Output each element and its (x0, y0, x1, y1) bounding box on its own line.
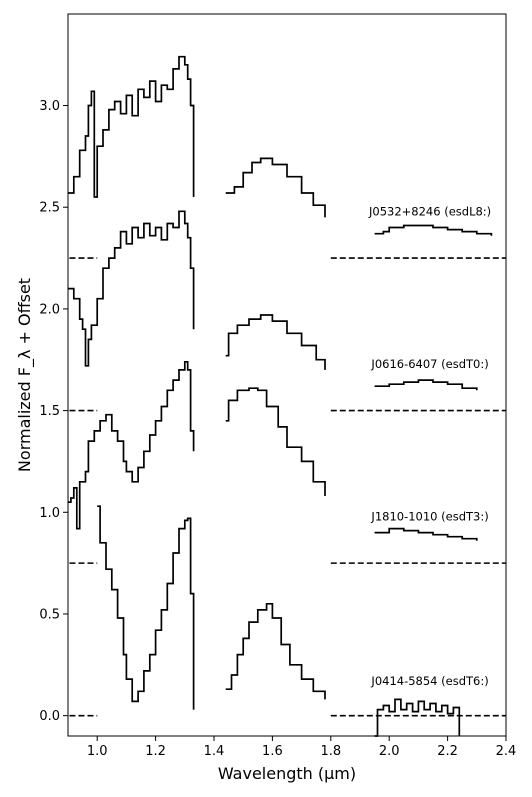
spectrum-line (68, 210, 478, 391)
spectra-lines (68, 55, 493, 737)
x-axis: 1.0 1.2 1.4 1.6 1.8 2.0 2.2 2.4 (87, 736, 516, 759)
y-tick-label: 2.0 (39, 302, 60, 317)
spectrum-label: J0414-5854 (esdT6:) (370, 674, 488, 688)
spectrum-label: J0532+8246 (esdL8:) (368, 204, 491, 218)
spectrum-labels: J0532+8246 (esdL8:) J0616-6407 (esdT0:) J1… (368, 204, 491, 688)
spectrum-line (68, 360, 478, 541)
y-tick-label: 1.0 (39, 506, 60, 521)
x-tick-label: 1.4 (204, 744, 225, 759)
spectrum-label: J1810-1010 (esdT3:) (370, 509, 488, 523)
y-tick-label: 3.0 (39, 99, 60, 114)
y-axis: 0.0 0.5 1.0 1.5 2.0 2.5 3.0 (39, 99, 68, 724)
y-tick-label: 0.0 (39, 709, 60, 724)
x-tick-label: 1.6 (262, 744, 283, 759)
x-tick-label: 1.2 (145, 744, 166, 759)
y-tick-label: 2.5 (39, 201, 60, 216)
spectrum-label: J0616-6407 (esdT0:) (370, 357, 488, 371)
plot-frame (67, 13, 507, 737)
y-tick-label: 1.5 (39, 404, 60, 419)
offset-baselines (69, 257, 506, 717)
y-tick-label: 0.5 (39, 607, 60, 622)
y-axis-label: Normalized F_λ + Offset (15, 278, 35, 472)
x-tick-label: 1.0 (87, 744, 108, 759)
x-tick-label: 2.0 (379, 744, 400, 759)
spectrum-line (97, 505, 461, 737)
x-tick-label: 1.8 (320, 744, 341, 759)
x-tick-label: 2.4 (496, 744, 517, 759)
x-tick-label: 2.2 (437, 744, 458, 759)
spectrum-line (68, 55, 493, 236)
x-axis-label: Wavelength (μm) (218, 764, 356, 783)
